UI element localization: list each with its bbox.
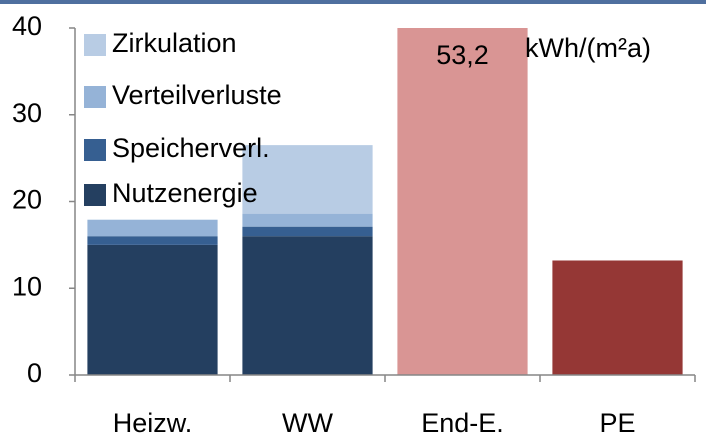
top-border bbox=[0, 0, 706, 4]
legend-label: Verteilverluste bbox=[112, 80, 282, 110]
bar-segment bbox=[87, 219, 218, 237]
unit-label: kWh/(m²a) bbox=[525, 33, 651, 63]
y-tick-label: 10 bbox=[12, 271, 42, 301]
legend-swatch bbox=[84, 139, 106, 161]
legend-swatch bbox=[84, 184, 106, 206]
bar-segment bbox=[242, 213, 373, 227]
legend-label: Nutzenergie bbox=[112, 178, 258, 208]
x-tick-label: WW bbox=[282, 408, 333, 438]
legend-label: Zirkulation bbox=[112, 28, 237, 58]
legend-label: Speicherverl. bbox=[112, 133, 270, 163]
bar bbox=[552, 260, 683, 375]
y-tick-label: 30 bbox=[12, 98, 42, 128]
bar-segment bbox=[242, 236, 373, 375]
y-tick-label: 40 bbox=[12, 11, 42, 41]
y-tick-label: 20 bbox=[12, 185, 42, 215]
bar-segment bbox=[242, 226, 373, 237]
legend-swatch bbox=[84, 34, 106, 56]
legend-swatch bbox=[84, 86, 106, 108]
bar-segment bbox=[87, 244, 218, 375]
x-tick-label: PE bbox=[599, 408, 635, 438]
y-tick-label: 0 bbox=[27, 358, 42, 388]
bar bbox=[397, 28, 528, 375]
x-tick-label: Heizw. bbox=[113, 408, 193, 438]
value-label: 53,2 bbox=[436, 40, 489, 70]
bar-segment bbox=[87, 236, 218, 245]
plot-area bbox=[87, 28, 683, 375]
bar-segment bbox=[242, 145, 373, 214]
x-tick-label: End-E. bbox=[421, 408, 504, 438]
